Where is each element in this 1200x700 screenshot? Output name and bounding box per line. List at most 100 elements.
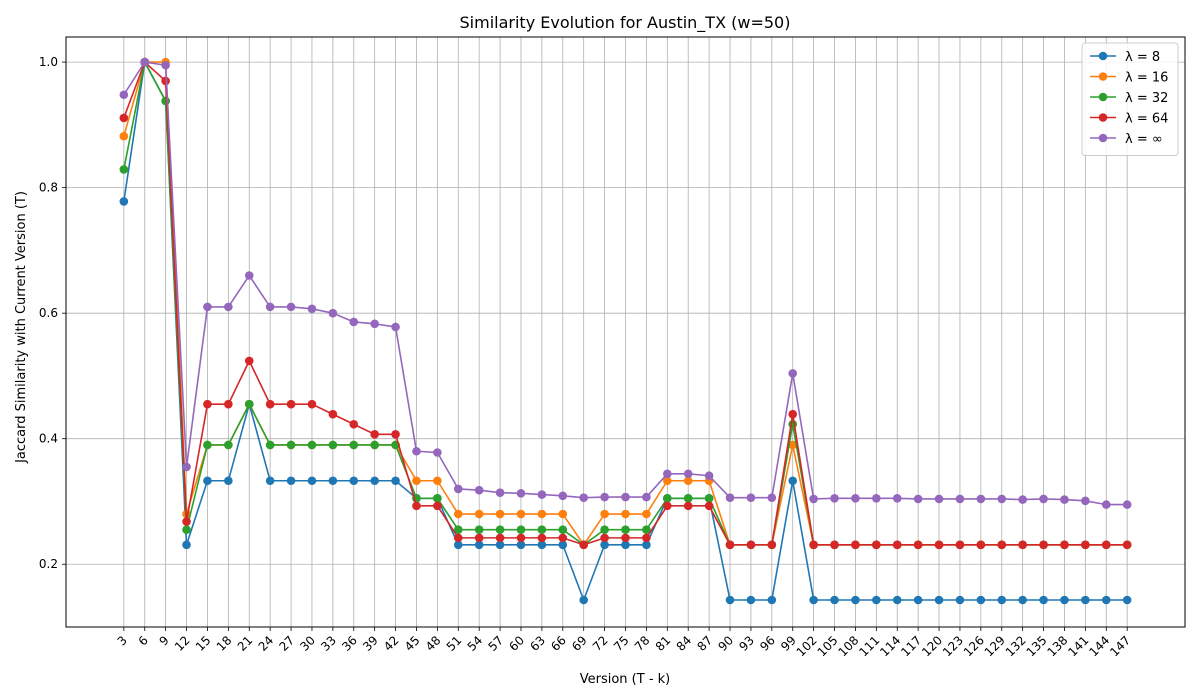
legend-marker (1098, 113, 1108, 122)
data-point (558, 525, 568, 535)
data-point (725, 595, 735, 605)
data-point (558, 509, 568, 519)
data-point (286, 399, 296, 409)
data-point (872, 494, 881, 503)
data-point (788, 440, 798, 450)
data-point (495, 488, 505, 497)
data-point (391, 430, 400, 439)
data-point (370, 476, 379, 486)
data-point (955, 494, 965, 504)
data-point (642, 492, 651, 502)
data-point (349, 419, 359, 429)
data-point (349, 476, 359, 486)
data-point (140, 57, 150, 67)
data-point (1122, 540, 1132, 550)
data-point (830, 595, 839, 605)
data-point (370, 430, 379, 439)
data-point (474, 525, 484, 535)
data-point (788, 419, 798, 429)
data-point (621, 540, 630, 550)
data-point (1060, 495, 1069, 504)
legend-item: λ = 32 (1090, 91, 1168, 106)
data-point (224, 399, 233, 409)
data-point (182, 540, 191, 550)
data-point (913, 540, 923, 550)
data-point (474, 509, 484, 519)
y-axis-ticks: 0.2 0.4 0.6 0.8 1.0 (39, 55, 66, 571)
data-point (683, 494, 693, 503)
data-point (642, 509, 651, 519)
data-point (286, 476, 296, 486)
legend-label: λ = ∞ (1125, 132, 1163, 147)
data-point (307, 399, 317, 409)
data-point (453, 540, 463, 550)
data-point (1122, 500, 1132, 509)
data-point (412, 501, 421, 511)
data-point (328, 476, 338, 486)
data-point (495, 509, 505, 519)
legend-label: λ = 64 (1125, 112, 1168, 127)
data-point (1039, 540, 1048, 550)
data-point (412, 476, 421, 486)
data-point (182, 517, 191, 526)
data-point (537, 525, 547, 535)
data-point (558, 540, 568, 550)
legend-item: λ = 16 (1090, 71, 1168, 86)
legend-marker (1098, 133, 1108, 143)
data-point (1018, 595, 1027, 605)
data-point (516, 509, 526, 519)
data-point (453, 533, 463, 543)
data-point (621, 525, 630, 535)
data-point (182, 525, 191, 535)
data-point (433, 494, 442, 503)
data-point (328, 440, 338, 450)
data-point (642, 533, 651, 543)
data-point (244, 356, 254, 366)
data-point (746, 493, 756, 503)
data-point (1122, 595, 1132, 605)
data-point (161, 96, 170, 106)
data-point (349, 440, 359, 450)
data-point (1101, 540, 1111, 550)
data-point (265, 399, 275, 409)
legend: λ = 8 λ = 16 λ = 32 λ = 64 λ = ∞ (1081, 42, 1179, 156)
data-point (830, 494, 839, 503)
data-point (1081, 540, 1090, 550)
series-layer (119, 57, 1132, 605)
y-axis-label: Jaccard Similarity with Current Version … (14, 191, 29, 464)
data-point (537, 540, 547, 550)
data-point (537, 533, 547, 543)
data-point (892, 540, 902, 550)
legend-marker (1098, 72, 1108, 81)
data-point (663, 494, 672, 503)
data-point (788, 369, 798, 378)
series-4 (119, 57, 1132, 509)
data-point (872, 595, 881, 605)
data-point (453, 509, 463, 519)
data-point (1101, 595, 1111, 605)
legend-label: λ = 32 (1125, 91, 1168, 106)
data-point (725, 540, 735, 550)
data-point (307, 476, 317, 486)
data-point (286, 302, 296, 312)
data-point (683, 469, 693, 479)
data-point (474, 540, 484, 550)
data-point (683, 476, 693, 486)
data-point (1039, 494, 1048, 504)
chart-title: Similarity Evolution for Austin_TX (w=50… (460, 13, 791, 33)
data-point (621, 533, 630, 543)
data-point (851, 494, 860, 503)
data-point (1101, 500, 1111, 509)
x-axis-label: Version (T - k) (580, 672, 671, 687)
legend-label: λ = 16 (1125, 71, 1168, 86)
data-point (767, 540, 777, 550)
data-point (537, 509, 547, 519)
data-point (391, 322, 400, 332)
y-tick-label: 0.4 (39, 432, 58, 446)
data-point (830, 540, 839, 550)
data-point (621, 509, 630, 519)
legend-item: λ = ∞ (1090, 132, 1163, 147)
data-point (1081, 496, 1090, 506)
data-point (558, 491, 568, 501)
data-point (934, 595, 944, 605)
